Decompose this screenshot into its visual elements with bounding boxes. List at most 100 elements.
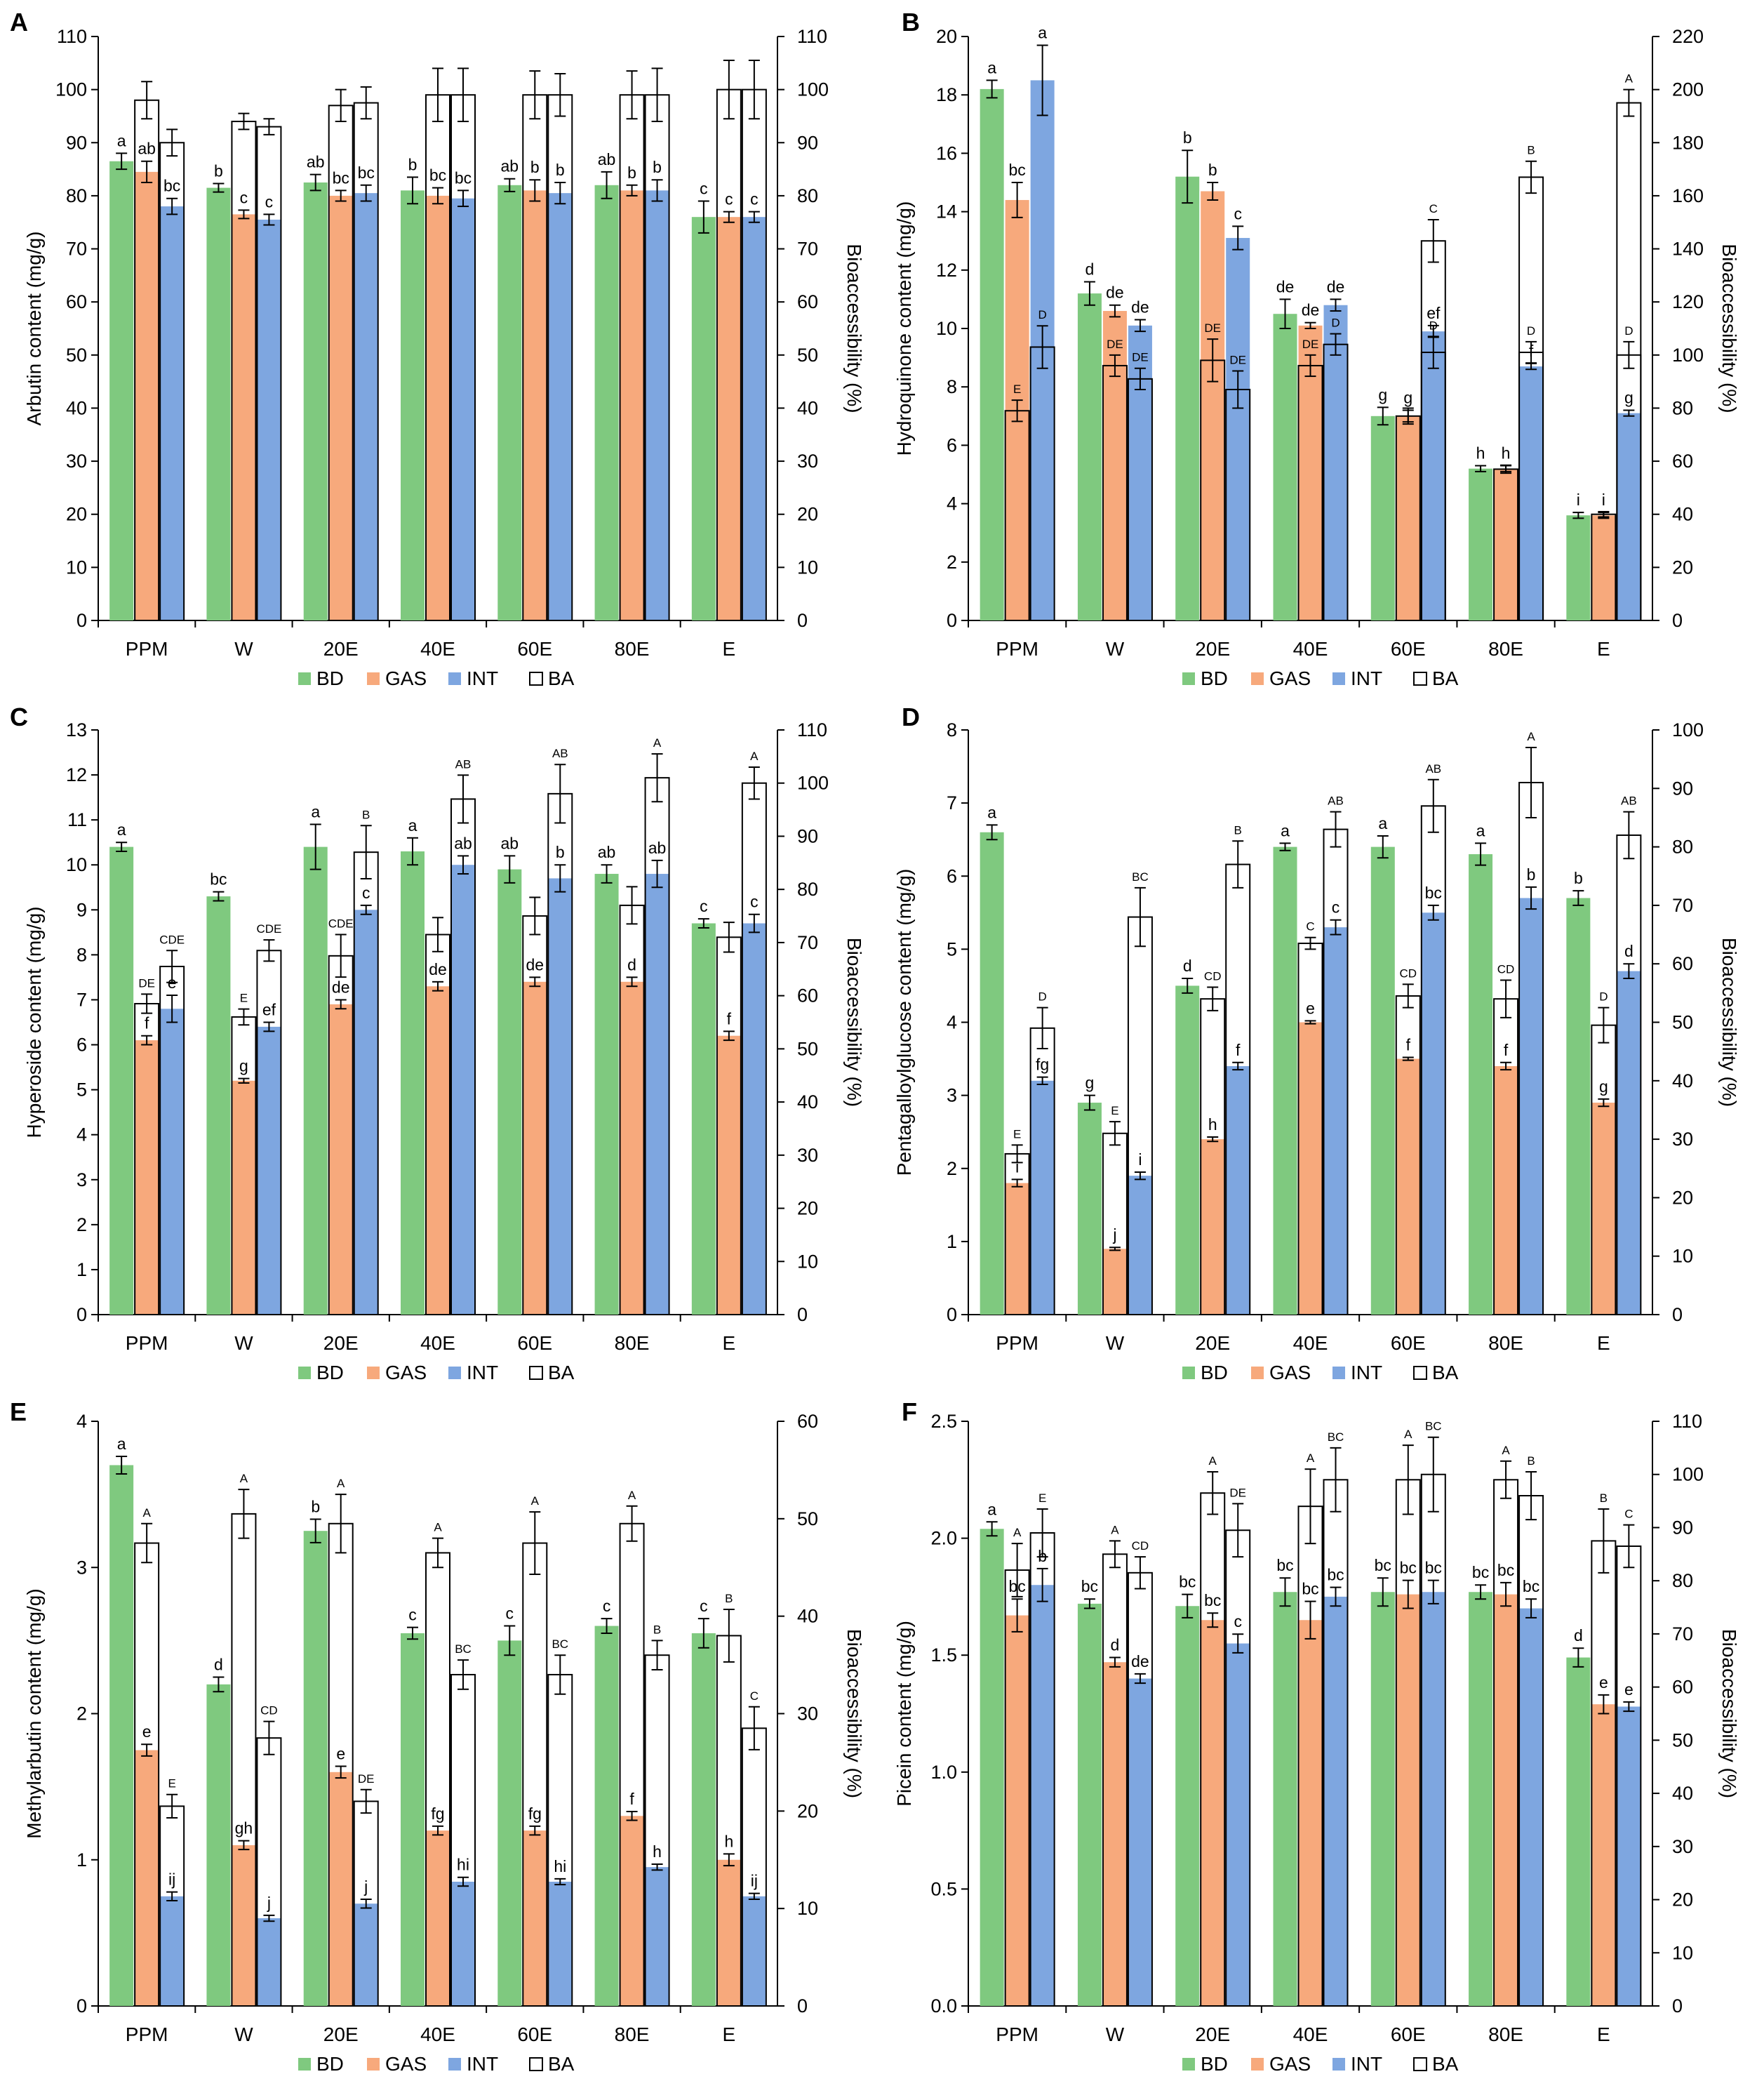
y-tick-label-right: 90 <box>797 825 818 846</box>
legend-swatch <box>1182 1367 1195 1379</box>
y-tick-label-right: 0 <box>797 1995 808 2016</box>
bar-gas <box>620 190 644 620</box>
significance-label: E <box>168 1777 175 1790</box>
significance-label: A <box>1404 1428 1412 1441</box>
legend-label: BD <box>1201 2053 1228 2075</box>
significance-label: A <box>434 1521 442 1534</box>
y-tick-label-left: 3 <box>76 1169 87 1190</box>
significance-label: B <box>725 1592 733 1605</box>
x-tick-label: E <box>1597 2023 1610 2045</box>
x-tick-label: 80E <box>615 2023 650 2045</box>
bar-bd <box>1273 1592 1297 2006</box>
significance-label: DE <box>138 976 155 990</box>
y-tick-label-right: 50 <box>797 345 818 366</box>
legend-label: BD <box>1201 667 1228 689</box>
bar-gas <box>135 1750 159 2006</box>
bar-gas <box>232 1845 256 2006</box>
bar-int <box>645 1867 669 2006</box>
y-axis-title-right: Bioaccessibility (%) <box>843 244 865 413</box>
significance-label: c <box>750 190 759 208</box>
y-tick-label-left: 8 <box>947 376 957 397</box>
significance-label: bc <box>1425 1559 1442 1577</box>
y-tick-label-right: 20 <box>1672 1187 1693 1208</box>
y-tick-label-right: 100 <box>1672 719 1704 740</box>
legend-item-bd: BD <box>1182 667 1228 689</box>
significance-label: j <box>363 1878 368 1896</box>
x-tick-label: 80E <box>615 1332 650 1354</box>
y-axis-title-right: Bioaccessibility (%) <box>843 938 865 1107</box>
significance-label: BC <box>1328 1430 1344 1444</box>
significance-label: h <box>1502 444 1511 463</box>
bar-bd <box>303 1531 328 2006</box>
bar-int <box>160 1009 185 1315</box>
y-tick-label-left: 8 <box>76 944 87 965</box>
legend-item-bd: BD <box>298 667 344 689</box>
legend-swatch <box>298 672 311 685</box>
bar-bd <box>594 185 619 620</box>
bar-int <box>548 878 573 1315</box>
significance-label: bc <box>1425 884 1442 902</box>
significance-label: B <box>653 1623 661 1636</box>
significance-label: bc <box>1276 1556 1293 1574</box>
x-tick-label: 80E <box>1488 2023 1523 2045</box>
y-tick-label-right: 100 <box>1672 1464 1704 1485</box>
significance-label: bc <box>333 168 349 187</box>
panel-label: E <box>10 1397 27 1426</box>
significance-label: f <box>727 1009 732 1028</box>
significance-label: BC <box>1132 870 1149 884</box>
significance-label: gh <box>235 1819 253 1838</box>
bar-int <box>1323 305 1348 620</box>
significance-label: d <box>214 1655 223 1673</box>
bar-bd <box>303 846 328 1315</box>
x-tick-label: PPM <box>996 1332 1038 1354</box>
significance-label: bc <box>1472 1563 1489 1581</box>
y-tick-label-right: 50 <box>797 1508 818 1529</box>
legend-swatch <box>529 672 543 686</box>
bar-int <box>257 1918 281 2006</box>
x-tick-label: 60E <box>1391 1332 1426 1354</box>
significance-label: DE <box>358 1772 375 1786</box>
y-tick-label-right: 90 <box>797 132 818 153</box>
x-tick-label: 40E <box>1293 2023 1328 2045</box>
x-tick-label: 20E <box>1195 638 1230 660</box>
bar-bd <box>1077 1103 1102 1315</box>
bar-gas <box>1494 468 1518 620</box>
bar-bd <box>1566 1657 1591 2006</box>
y-tick-label-left: 0 <box>76 610 87 631</box>
significance-label: C <box>750 1689 759 1703</box>
y-tick-label-right: 20 <box>797 1800 818 1821</box>
y-tick-label-right: 20 <box>797 1198 818 1219</box>
significance-label: bc <box>1327 1566 1344 1584</box>
legend-swatch <box>1413 1366 1427 1380</box>
y-tick-label-right: 20 <box>1672 557 1693 578</box>
significance-label: B <box>362 808 370 821</box>
panel-label: D <box>902 703 920 731</box>
significance-label: bc <box>1400 1559 1417 1577</box>
bar-bd <box>1077 1603 1102 2006</box>
y-tick-label-left: 4 <box>76 1411 87 1432</box>
significance-label: g <box>1085 1074 1095 1092</box>
x-tick-label: 40E <box>1293 638 1328 660</box>
y-axis-title-right: Bioaccessibility (%) <box>1718 938 1740 1107</box>
x-tick-label: E <box>723 2023 736 2045</box>
significance-label: bc <box>1497 1561 1514 1579</box>
significance-label: f <box>1406 1035 1411 1054</box>
x-tick-label: 60E <box>517 1332 552 1354</box>
legend-swatch <box>448 2058 461 2071</box>
significance-label: D <box>1624 324 1633 338</box>
significance-label: ab <box>454 834 472 852</box>
significance-label: c <box>700 1597 708 1615</box>
significance-label: E <box>1013 383 1021 396</box>
y-tick-label-left: 4 <box>76 1124 87 1145</box>
bar-bd <box>303 182 328 620</box>
legend-label: BD <box>316 667 344 689</box>
bar-gas <box>1102 1249 1127 1315</box>
y-axis-title-left: Hydroquinone content (mg/g) <box>893 201 915 456</box>
bar-gas <box>1102 1662 1127 2006</box>
y-tick-label-right: 200 <box>1672 79 1704 100</box>
bar-int <box>160 206 185 620</box>
bar-gas <box>426 195 450 621</box>
legend-label: BA <box>548 667 575 689</box>
legend-swatch <box>367 672 380 685</box>
significance-label: c <box>506 1604 514 1623</box>
